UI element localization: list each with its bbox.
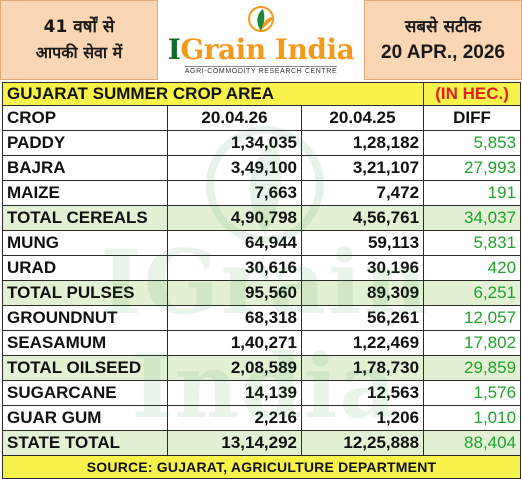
table-title: GUJARAT SUMMER CROP AREA	[1, 82, 425, 106]
diff-value-cell: 191	[423, 180, 522, 206]
table-row: GUAR GUM 2,216 1,206 1,010	[2, 405, 522, 431]
logo-name-i: I	[167, 33, 181, 66]
crop-cell: SUGARCANE	[2, 380, 168, 406]
crop-cell: TOTAL CEREALS	[2, 205, 168, 231]
previous-value-cell: 7,472	[300, 180, 425, 206]
table-row: TOTAL OILSEED 2,08,589 1,78,730 29,859	[2, 355, 522, 381]
table-row: TOTAL PULSES 95,560 89,309 6,251	[2, 280, 522, 306]
table-row: GROUNDNUT 68,318 56,261 12,057	[2, 305, 522, 331]
current-value-cell: 2,216	[167, 405, 302, 431]
current-value-cell: 30,616	[167, 255, 302, 281]
crop-cell: GUAR GUM	[2, 405, 168, 431]
current-value-cell: 13,14,292	[167, 430, 302, 456]
tagline-line1: 41 वर्षों से	[43, 17, 115, 37]
unit-label: (IN HEC.)	[423, 82, 522, 106]
diff-value-cell: 6,251	[423, 280, 522, 306]
diff-value-cell: 12,057	[423, 305, 522, 331]
previous-value-cell: 59,113	[300, 230, 425, 256]
previous-value-cell: 4,56,761	[300, 205, 425, 231]
source-note: SOURCE: GUJARAT, AGRICULTURE DEPARTMENT	[1, 455, 522, 479]
previous-value-cell: 89,309	[300, 280, 425, 306]
current-value-cell: 14,139	[167, 380, 302, 406]
table-title-row: GUJARAT SUMMER CROP AREA (IN HEC.)	[1, 82, 522, 106]
table-row: PADDY 1,34,035 1,28,182 5,853	[2, 130, 522, 156]
table-row: SUGARCANE 14,139 12,563 1,576	[2, 380, 522, 406]
table-row: URAD 30,616 30,196 420	[2, 255, 522, 281]
table-row: MUNG 64,944 59,113 5,831	[2, 230, 522, 256]
current-value-cell: 64,944	[167, 230, 302, 256]
header: 41 वर्षों से आपकी सेवा में IGrain India …	[0, 0, 522, 82]
crop-cell: TOTAL OILSEED	[2, 355, 168, 381]
diff-value-cell: 29,859	[423, 355, 522, 381]
column-header-diff: DIFF	[423, 105, 522, 131]
current-value-cell: 1,34,035	[167, 130, 302, 156]
table-row: MAIZE 7,663 7,472 191	[2, 180, 522, 206]
accuracy-label: सबसे सटीक	[404, 17, 482, 37]
diff-value-cell: 1,576	[423, 380, 522, 406]
report-date: 20 APR., 2026	[381, 42, 505, 63]
diff-value-cell: 34,037	[423, 205, 522, 231]
current-value-cell: 2,08,589	[167, 355, 302, 381]
diff-value-cell: 27,993	[423, 155, 522, 181]
column-header-current: 20.04.26	[167, 105, 302, 131]
current-value-cell: 1,40,271	[167, 330, 302, 356]
crop-cell: PADDY	[2, 130, 168, 156]
table-header-row: CROP 20.04.26 20.04.25 DIFF	[2, 105, 522, 131]
column-header-previous: 20.04.25	[300, 105, 425, 131]
diff-value-cell: 420	[423, 255, 522, 281]
current-value-cell: 4,90,798	[167, 205, 302, 231]
date-box: सबसे सटीक 20 APR., 2026	[364, 0, 522, 80]
previous-value-cell: 56,261	[300, 305, 425, 331]
diff-value-cell: 17,802	[423, 330, 522, 356]
grain-leaf-icon	[248, 6, 274, 32]
source-row: SOURCE: GUJARAT, AGRICULTURE DEPARTMENT	[1, 455, 522, 479]
current-value-cell: 95,560	[167, 280, 302, 306]
crop-cell: TOTAL PULSES	[2, 280, 168, 306]
diff-value-cell: 5,853	[423, 130, 522, 156]
current-value-cell: 3,49,100	[167, 155, 302, 181]
current-value-cell: 68,318	[167, 305, 302, 331]
tagline-box: 41 वर्षों से आपकी सेवा में	[0, 0, 158, 80]
crop-cell: BAJRA	[2, 155, 168, 181]
crop-cell: URAD	[2, 255, 168, 281]
table-row: BAJRA 3,49,100 3,21,107 27,993	[2, 155, 522, 181]
crop-cell: MUNG	[2, 230, 168, 256]
logo-tagline: AGRI-COMMODITY RESEARCH CENTRE	[184, 66, 338, 75]
logo-name: IGrain India	[167, 33, 355, 66]
table-row: SEASAMUM 1,40,271 1,22,469 17,802	[2, 330, 522, 356]
previous-value-cell: 1,78,730	[300, 355, 425, 381]
tagline-line2: आपकी सेवा में	[35, 43, 123, 62]
logo: IGrain India AGRI-COMMODITY RESEARCH CEN…	[162, 0, 360, 80]
previous-value-cell: 1,22,469	[300, 330, 425, 356]
column-header-crop: CROP	[2, 105, 168, 131]
previous-value-cell: 1,28,182	[300, 130, 425, 156]
logo-name-rest: Grain India	[180, 33, 355, 66]
previous-value-cell: 12,25,888	[300, 430, 425, 456]
diff-value-cell: 5,831	[423, 230, 522, 256]
table-row: TOTAL CEREALS 4,90,798 4,56,761 34,037	[2, 205, 522, 231]
crop-cell: MAIZE	[2, 180, 168, 206]
previous-value-cell: 3,21,107	[300, 155, 425, 181]
diff-value-cell: 88,404	[423, 430, 522, 456]
crop-cell: SEASAMUM	[2, 330, 168, 356]
current-value-cell: 7,663	[167, 180, 302, 206]
crop-cell: STATE TOTAL	[2, 430, 168, 456]
crop-area-table: GUJARAT SUMMER CROP AREA (IN HEC.) CROP …	[1, 82, 522, 479]
previous-value-cell: 30,196	[300, 255, 425, 281]
previous-value-cell: 1,206	[300, 405, 425, 431]
crop-cell: GROUNDNUT	[2, 305, 168, 331]
diff-value-cell: 1,010	[423, 405, 522, 431]
table-row: STATE TOTAL 13,14,292 12,25,888 88,404	[2, 430, 522, 456]
previous-value-cell: 12,563	[300, 380, 425, 406]
